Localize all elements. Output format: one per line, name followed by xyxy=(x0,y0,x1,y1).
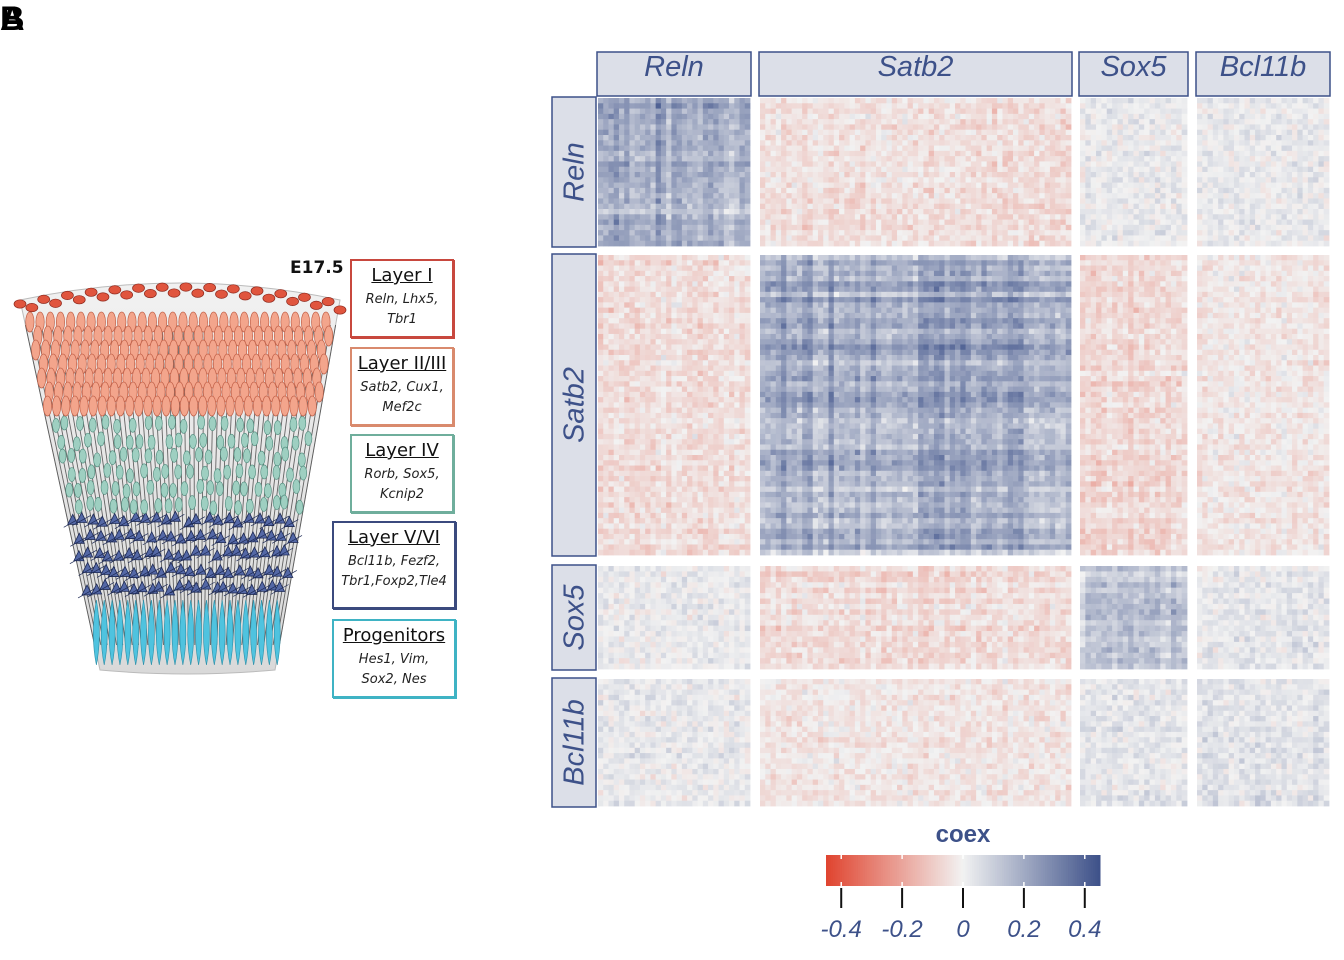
heatmap-block-Bcl11b-Sox5 xyxy=(1080,679,1187,806)
color-legend: coex -0.4 -0.2 0 0.2 0.4 xyxy=(821,821,1102,943)
heatmap-block-Satb2-Bcl11b xyxy=(1197,255,1329,555)
heatmap-block-Reln-Reln xyxy=(598,98,750,246)
col-strip-label-sox5: Sox5 xyxy=(1100,51,1167,83)
heatmap-block-Sox5-Bcl11b xyxy=(1197,566,1329,669)
legend-title: coex xyxy=(936,821,991,848)
heatmap-block-Bcl11b-Satb2 xyxy=(760,679,1071,806)
heatmap-block-Reln-Bcl11b xyxy=(1197,98,1329,246)
heatmap-block-Sox5-Reln xyxy=(598,566,750,669)
legend-tick-label: 0.2 xyxy=(1007,916,1040,943)
col-strip-label-bcl11b: Bcl11b xyxy=(1220,51,1307,83)
legend-tick-label: 0.4 xyxy=(1068,916,1101,943)
heatmap-block-Reln-Sox5 xyxy=(1080,98,1187,246)
row-strip-label-sox5: Sox5 xyxy=(559,584,591,651)
row-strip-label-bcl11b: Bcl11b xyxy=(559,699,591,786)
legend-tick-label: -0.2 xyxy=(881,916,922,943)
row-strip-label-satb2: Satb2 xyxy=(559,367,591,443)
heatmap-block-Satb2-Sox5 xyxy=(1080,255,1187,555)
legend-tick-label: 0 xyxy=(956,916,970,943)
heatmap-block-Sox5-Sox5 xyxy=(1080,566,1187,669)
legend-tick-label: -0.4 xyxy=(821,916,862,943)
col-strip-label-satb2: Satb2 xyxy=(878,51,954,83)
legend-colorbar xyxy=(826,855,1101,886)
heatmap-block-Bcl11b-Reln xyxy=(598,679,750,806)
heatmap-block-Satb2-Reln xyxy=(598,255,750,555)
heatmap-cells xyxy=(598,98,1329,806)
col-strip-label-reln: Reln xyxy=(644,51,704,83)
heatmap-block-Satb2-Satb2 xyxy=(760,255,1071,555)
heatmap-block-Bcl11b-Bcl11b xyxy=(1197,679,1329,806)
row-strip-label-reln: Reln xyxy=(559,142,591,202)
heatmap-block-Sox5-Satb2 xyxy=(760,566,1071,669)
heatmap-block-Reln-Satb2 xyxy=(760,98,1071,246)
